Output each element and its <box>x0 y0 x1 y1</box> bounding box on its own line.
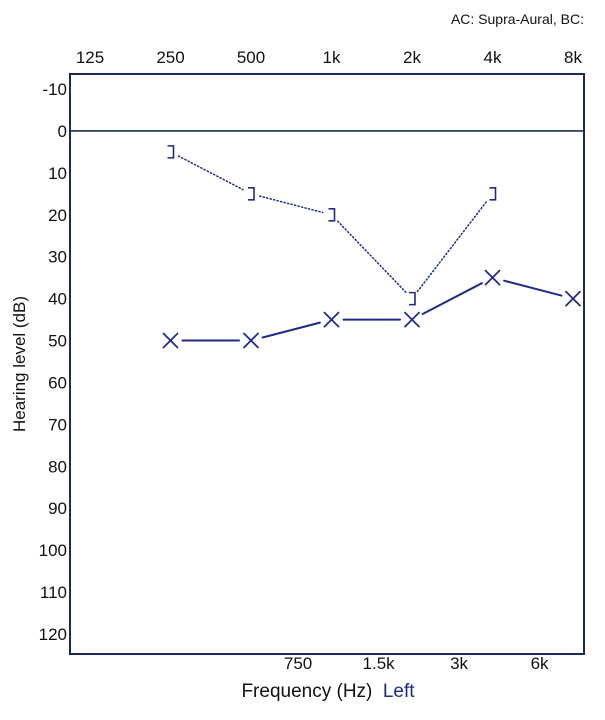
ear-label: Left <box>383 681 415 702</box>
y-tick-label: 60 <box>48 373 67 392</box>
x-top-tick-label: 4k <box>484 48 502 67</box>
bc-marker-bracket <box>167 145 175 159</box>
ac-marker-stroke <box>323 311 340 328</box>
bc-marker-bracket <box>409 291 416 306</box>
x-bottom-tick-label: 3k <box>450 654 468 673</box>
x-top-tick-label: 250 <box>156 48 184 67</box>
x-bottom-tick-label: 750 <box>284 654 312 673</box>
ac-marker-stroke <box>564 290 582 307</box>
x-bottom-tick-label: 1.5k <box>363 654 396 673</box>
bc-marker-bracket <box>248 187 255 201</box>
ac-marker-stroke <box>242 332 260 349</box>
y-tick-label: 120 <box>39 625 67 644</box>
ac-marker-stroke <box>484 269 501 286</box>
y-tick-label: 70 <box>48 415 67 434</box>
y-tick-label: -10 <box>42 80 67 99</box>
x-top-tick-label: 2k <box>403 48 421 67</box>
plot-frame <box>69 73 585 655</box>
y-tick-label: 50 <box>48 332 67 351</box>
x-top-tick-label: 1k <box>323 48 341 67</box>
y-tick-label: 40 <box>48 290 67 309</box>
series-layer <box>162 145 582 349</box>
ac-marker-x <box>564 290 582 307</box>
ac-connector-line <box>503 279 563 297</box>
ac-marker-x <box>162 332 179 349</box>
ac-marker-x <box>323 311 340 328</box>
bc-connector-line <box>177 155 244 191</box>
bc-marker-bracket <box>489 187 497 201</box>
ac-marker-stroke <box>403 311 421 328</box>
ac-marker-x <box>484 269 501 286</box>
bc-connector-line <box>336 220 407 293</box>
ac-connector-line <box>261 321 321 339</box>
ac-marker-x <box>403 311 421 328</box>
transducer-note: AC: Supra-Aural, BC: <box>451 11 584 27</box>
y-axis-title: Hearing level (dB) <box>10 296 29 432</box>
x-top-tick-label: 125 <box>76 48 104 67</box>
bc-connector-line <box>258 195 324 214</box>
x-axis-bottom-ticks: 750 1.5k 3k 6k <box>284 654 549 673</box>
y-tick-label: 80 <box>48 457 67 476</box>
y-tick-label: 100 <box>39 541 67 560</box>
y-tick-label: 10 <box>48 164 67 183</box>
x-axis-title: Frequency (Hz) <box>241 681 372 702</box>
ac-marker-x <box>242 332 260 349</box>
y-tick-label: 30 <box>48 248 67 267</box>
x-axis-top-ticks: 125 250 500 1k 2k 4k 8k <box>76 48 583 67</box>
bc-connector-line <box>416 200 488 293</box>
x-bottom-tick-label: 6k <box>531 654 549 673</box>
y-tick-label: 20 <box>48 206 67 225</box>
ac-connector-line <box>421 282 483 316</box>
y-tick-label: 0 <box>58 122 67 141</box>
x-top-tick-label: 8k <box>564 48 582 67</box>
y-tick-label: 110 <box>40 583 67 602</box>
x-axis-title-group: Frequency (Hz) Left <box>241 681 415 702</box>
ac-marker-stroke <box>162 332 179 349</box>
y-tick-label: 90 <box>48 499 67 518</box>
x-top-tick-label: 500 <box>237 48 265 67</box>
bc-marker-bracket <box>328 207 336 222</box>
y-axis-ticks: -10 0 10 20 30 40 50 60 70 80 90 100 110 120 <box>39 80 67 644</box>
